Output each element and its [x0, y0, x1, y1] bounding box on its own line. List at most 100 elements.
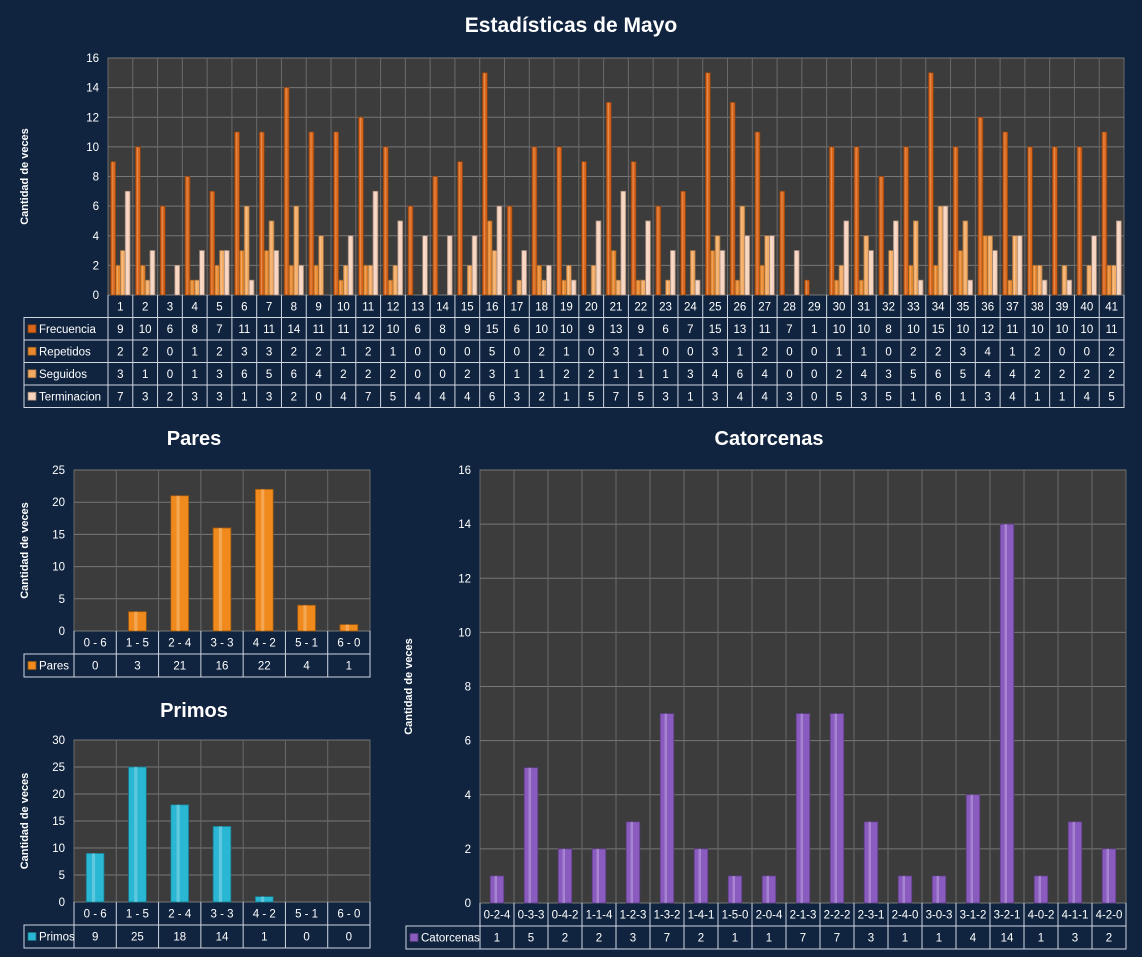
mayo-data-label: 3	[266, 391, 272, 403]
mayo-legend-swatch	[27, 369, 37, 379]
mayo-bar-highlight	[498, 206, 500, 295]
catorcenas-bar-highlight	[1038, 875, 1041, 903]
mayo-bar-highlight	[459, 161, 461, 295]
mayo-data-label: 4	[761, 391, 768, 403]
catorcenas-legend-swatch	[409, 933, 419, 942]
mayo-bar-highlight	[384, 146, 386, 295]
mayo-bar-highlight	[364, 265, 366, 295]
mayo-data-label: 1	[142, 369, 148, 381]
mayo-data-label: 0	[464, 346, 470, 358]
mayo-bar-highlight	[989, 235, 991, 295]
mayo-bar-highlight	[806, 280, 808, 295]
catorcenas-data-label: 1	[494, 933, 500, 945]
mayo-data-label: 11	[313, 324, 325, 336]
mayo-category-label: 4	[192, 301, 199, 313]
mayo-series-label: Repetidos	[39, 346, 91, 358]
mayo-bar-highlight	[488, 220, 490, 295]
catorcenas-ytick-label: 14	[458, 519, 471, 531]
mayo-data-label: 0	[885, 346, 891, 358]
mayo-data-label: 1	[836, 346, 842, 358]
pares-category-label: 4 - 2	[253, 638, 276, 650]
mayo-data-label: 1	[811, 324, 817, 336]
mayo-bar-highlight	[934, 265, 936, 295]
mayo-data-label: 0	[588, 346, 594, 358]
mayo-bar-highlight	[890, 250, 892, 295]
mayo-data-label: 2	[464, 369, 470, 381]
mayo-data-label: 2	[291, 391, 297, 403]
mayo-data-label: 9	[588, 324, 594, 336]
pares-data-label: 0	[92, 661, 98, 673]
mayo-data-label: 7	[216, 324, 222, 336]
mayo-bar-highlight	[959, 250, 961, 295]
catorcenas-bar-highlight	[1106, 848, 1109, 903]
mayo-bar-highlight	[196, 280, 198, 295]
mayo-bar-highlight	[746, 235, 748, 295]
mayo-series-label: Terminacion	[39, 391, 101, 403]
mayo-data-label: 1	[192, 369, 198, 381]
mayo-bar-highlight	[657, 206, 659, 295]
primos-bar-highlight	[176, 804, 180, 902]
mayo-data-label: 3	[216, 369, 222, 381]
mayo-data-label: 1	[861, 346, 867, 358]
pares-data-label: 21	[173, 661, 186, 673]
catorcenas-bar-highlight	[970, 794, 973, 903]
mayo-bar-highlight	[840, 265, 842, 295]
mayo-bar-highlight	[612, 250, 614, 295]
mayo-category-label: 3	[167, 301, 173, 313]
mayo-data-label: 10	[560, 324, 573, 336]
catorcenas-category-label: 3-2-1	[994, 910, 1021, 922]
mayo-bar-highlight	[394, 265, 396, 295]
mayo-ytick-label: 14	[86, 83, 99, 95]
mayo-data-label: 4	[1009, 369, 1016, 381]
mayo-data-label: 7	[687, 324, 693, 336]
mayo-data-label: 4	[415, 391, 422, 403]
mayo-bar-highlight	[1009, 280, 1011, 295]
mayo-category-label: 15	[461, 301, 474, 313]
mayo-data-label: 3	[712, 346, 718, 358]
mayo-data-label: 2	[390, 369, 396, 381]
mayo-category-label: 11	[362, 301, 374, 313]
mayo-data-label: 10	[1031, 324, 1044, 336]
mayo-data-label: 3	[142, 391, 148, 403]
mayo-bar-highlight	[622, 191, 624, 295]
pares-category-label: 3 - 3	[210, 638, 233, 650]
mayo-data-label: 1	[910, 391, 916, 403]
mayo-category-label: 25	[709, 301, 722, 313]
catorcenas-category-label: 3-1-2	[960, 910, 987, 922]
primos-data-label: 1	[261, 932, 267, 944]
mayo-data-label: 5	[588, 391, 594, 403]
mayo-category-label: 16	[486, 301, 499, 313]
mayo-bar-highlight	[736, 280, 738, 295]
mayo-data-label: 9	[464, 324, 470, 336]
catorcenas-ytick-label: 4	[465, 790, 472, 802]
mayo-data-label: 0	[811, 391, 817, 403]
catorcenas-category-label: 4-1-1	[1062, 910, 1089, 922]
mayo-bar-highlight	[1014, 235, 1016, 295]
catorcenas-data-label: 3	[1072, 933, 1078, 945]
mayo-data-label: 2	[340, 369, 346, 381]
mayo-series-label: Frecuencia	[39, 324, 96, 336]
panel-mayo: Estadísticas de Mayo 0 2 4 6 8 10 12 14 16 Cantid…	[2, 2, 1140, 412]
mayo-bar-highlight	[939, 206, 941, 295]
mayo-bar-highlight	[781, 191, 783, 295]
mayo-bar-highlight	[285, 87, 287, 295]
catorcenas-bar-highlight	[902, 875, 905, 903]
mayo-data-label: 0	[1084, 346, 1090, 358]
mayo-bar-highlight	[151, 250, 153, 295]
mayo-data-label: 9	[638, 324, 644, 336]
mayo-data-label: 2	[117, 346, 123, 358]
mayo-bar-highlight	[310, 132, 312, 295]
primos-data-label: 14	[216, 932, 229, 944]
mayo-data-label: 5	[885, 391, 891, 403]
mayo-category-label: 38	[1031, 301, 1044, 313]
mayo-data-label: 6	[489, 391, 495, 403]
catorcenas-bar-highlight	[596, 848, 599, 903]
panel-primos: Primos 0 5 10 15 20 25 30 Cantidad de veces 0 - …	[2, 690, 386, 954]
mayo-data-label: 2	[1034, 369, 1040, 381]
mayo-bar-highlight	[245, 206, 247, 295]
mayo-bar-highlight	[344, 265, 346, 295]
mayo-data-label: 3	[885, 369, 891, 381]
mayo-bar-highlight	[126, 191, 128, 295]
mayo-data-label: 0	[167, 369, 173, 381]
mayo-bar-highlight	[954, 146, 956, 295]
